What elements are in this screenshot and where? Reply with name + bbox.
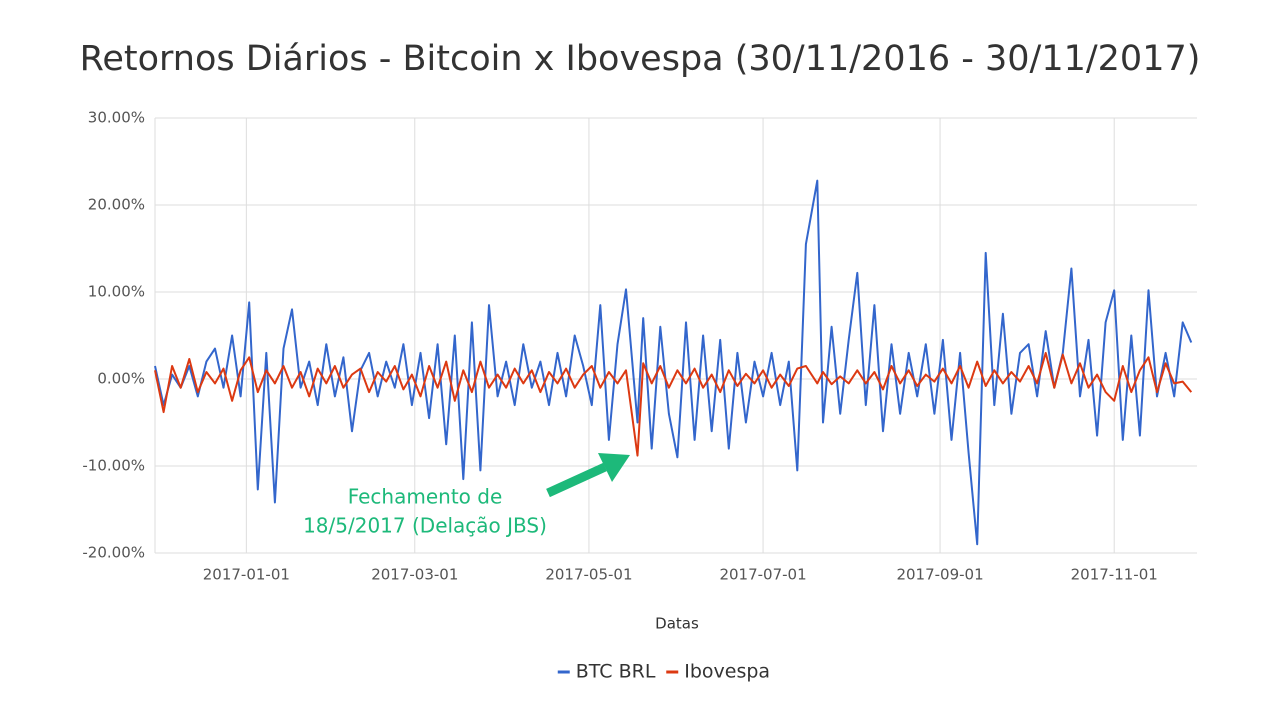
y-tick-label: -10.00%: [82, 457, 145, 475]
legend-label: Ibovespa: [684, 661, 770, 683]
x-tick-label: 2017-03-01: [371, 566, 458, 584]
y-tick-label: 30.00%: [88, 109, 145, 127]
y-tick-label: -20.00%: [82, 544, 145, 562]
x-tick-label: 2017-07-01: [719, 566, 806, 584]
annotation: Fechamento de: [348, 485, 503, 509]
x-tick-label: 2017-05-01: [545, 566, 632, 584]
legend-label: BTC BRL: [576, 661, 656, 683]
chart-title: Retornos Diários - Bitcoin x Ibovespa (3…: [80, 39, 1201, 79]
y-tick-label: 0.00%: [97, 370, 145, 388]
y-tick-label: 20.00%: [88, 196, 145, 214]
y-tick-label: 10.00%: [88, 283, 145, 301]
series-line: [154, 351, 1193, 457]
series-line: [154, 179, 1193, 546]
x-tick-label: 2017-09-01: [896, 566, 983, 584]
annotation-arrow: [546, 453, 630, 498]
annotation: 18/5/2017 (Delação JBS): [303, 514, 547, 538]
x-tick-label: 2017-11-01: [1071, 566, 1158, 584]
x-tick-label: 2017-01-01: [203, 566, 290, 584]
x-axis-title: Datas: [655, 615, 699, 633]
